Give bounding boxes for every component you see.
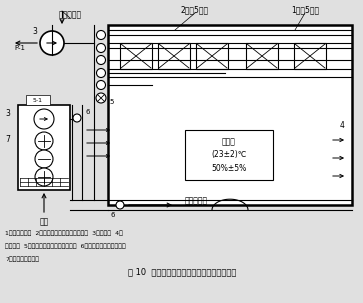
Circle shape bbox=[97, 68, 106, 78]
Text: 图 10  现代智能化实验室通风与空调工程设计: 图 10 现代智能化实验室通风与空调工程设计 bbox=[128, 268, 236, 277]
Bar bbox=[185, 130, 273, 180]
Circle shape bbox=[97, 55, 106, 65]
Text: P-1: P-1 bbox=[15, 45, 25, 51]
Bar bbox=[196, 43, 228, 69]
Circle shape bbox=[35, 132, 53, 150]
Circle shape bbox=[97, 44, 106, 52]
Text: 5: 5 bbox=[110, 99, 114, 105]
Text: 4: 4 bbox=[339, 121, 344, 129]
Text: 5-1: 5-1 bbox=[33, 98, 43, 102]
Text: 2（共5台）: 2（共5台） bbox=[181, 5, 209, 15]
Bar bbox=[108, 25, 352, 205]
Text: 至其他房间: 至其他房间 bbox=[185, 197, 208, 205]
Bar bbox=[294, 43, 326, 69]
Circle shape bbox=[34, 109, 54, 129]
Bar bbox=[158, 43, 190, 69]
Bar bbox=[120, 43, 152, 69]
Circle shape bbox=[73, 114, 81, 122]
Circle shape bbox=[96, 93, 106, 103]
Bar bbox=[18, 105, 70, 190]
Text: 3: 3 bbox=[33, 28, 37, 36]
Circle shape bbox=[40, 31, 64, 55]
Circle shape bbox=[97, 81, 106, 89]
Bar bbox=[246, 43, 278, 69]
Text: 新风: 新风 bbox=[39, 218, 49, 227]
Text: 自其他房间: 自其他房间 bbox=[58, 11, 82, 19]
Circle shape bbox=[116, 201, 124, 209]
Text: 3: 3 bbox=[5, 108, 11, 118]
Text: 6: 6 bbox=[111, 212, 115, 218]
Text: 7恒温恒湿空调机组: 7恒温恒湿空调机组 bbox=[5, 256, 39, 261]
Circle shape bbox=[97, 31, 106, 39]
Bar bbox=[26, 95, 50, 105]
Text: 6: 6 bbox=[86, 109, 90, 115]
Text: 实验室
(23±2)℃
50%±5%: 实验室 (23±2)℃ 50%±5% bbox=[211, 137, 247, 173]
Text: 1变风量排风柜  2文丘里变风量阀（局部排风）  3变频风机  4全: 1变风量排风柜 2文丘里变风量阀（局部排风） 3变频风机 4全 bbox=[5, 230, 123, 236]
Text: 室排风管  5文丘里变风量阀（全室排风）  6文丘里变风量阀（送风）: 室排风管 5文丘里变风量阀（全室排风） 6文丘里变风量阀（送风） bbox=[5, 243, 126, 248]
Text: 1（共5台）: 1（共5台） bbox=[291, 5, 319, 15]
Text: 7: 7 bbox=[5, 135, 11, 145]
Circle shape bbox=[35, 168, 53, 186]
Circle shape bbox=[35, 150, 53, 168]
